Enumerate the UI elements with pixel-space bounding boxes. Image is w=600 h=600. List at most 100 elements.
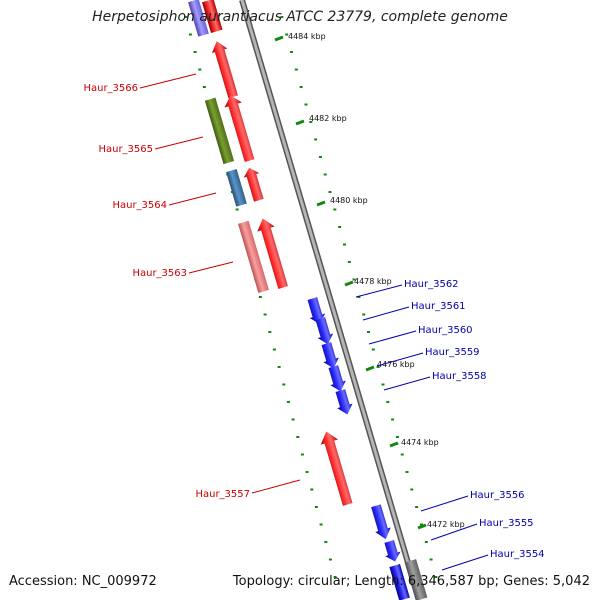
gene-arrow[interactable] xyxy=(209,39,241,99)
kbp-label: 4478 kbp xyxy=(354,277,392,286)
gene-label-haur-3561[interactable]: Haur_3561 xyxy=(411,301,466,312)
gc-tick xyxy=(333,576,337,578)
kbp-label: 4472 kbp xyxy=(427,520,465,529)
gc-tick xyxy=(319,523,323,526)
gc-tick xyxy=(420,523,423,526)
gc-tick xyxy=(323,173,327,176)
gene-block[interactable] xyxy=(404,559,428,600)
genome-backbone xyxy=(239,0,422,600)
gc-tick xyxy=(300,453,304,456)
map-title: Herpetosiphon aurantiacus ATCC 23779, co… xyxy=(92,9,508,25)
gc-tick xyxy=(357,296,361,298)
gc-tick xyxy=(188,33,192,36)
gc-tick xyxy=(324,541,328,543)
gc-tick xyxy=(429,558,433,561)
gc-tick xyxy=(328,558,332,561)
gc-tick xyxy=(367,331,370,333)
gene-arrow[interactable] xyxy=(382,539,403,564)
kbp-label: 4480 kbp xyxy=(330,196,368,205)
gc-tick xyxy=(338,226,342,228)
gc-tick xyxy=(282,383,286,386)
genome-summary-text: Topology: circular; Length: 6,346,587 bp… xyxy=(232,574,590,589)
gene-block[interactable] xyxy=(389,563,410,600)
gene-arrow[interactable] xyxy=(319,341,342,370)
gc-tick xyxy=(376,366,380,368)
gene-arrow[interactable] xyxy=(368,503,393,541)
gene-label-haur-3559[interactable]: Haur_3559 xyxy=(425,347,480,358)
gene-arrow[interactable] xyxy=(333,388,355,417)
gc-tick xyxy=(343,243,346,246)
gene-label-haur-3554[interactable]: Haur_3554 xyxy=(490,549,545,560)
gc-tick xyxy=(280,16,284,18)
gc-tick xyxy=(202,86,206,88)
gene-arrow[interactable] xyxy=(222,93,258,163)
gc-tick xyxy=(286,401,290,403)
kbp-label: 4476 kbp xyxy=(377,360,415,369)
reverse-gene-labels xyxy=(355,284,489,571)
gc-tick xyxy=(277,366,281,368)
gene-arrow[interactable] xyxy=(242,165,267,202)
gc-tick xyxy=(352,278,356,281)
accession-text: Accession: NC_009972 xyxy=(9,574,157,589)
gene-label-haur-3563[interactable]: Haur_3563 xyxy=(132,268,187,279)
gc-tick xyxy=(415,506,419,508)
kbp-label: 4482 kbp xyxy=(309,114,347,123)
gene-label-haur-3556[interactable]: Haur_3556 xyxy=(470,490,525,501)
gene-arrow[interactable] xyxy=(305,296,328,326)
reverse-strand-genes xyxy=(305,296,410,600)
gene-arrow[interactable] xyxy=(326,364,349,393)
gene-block[interactable] xyxy=(188,0,209,37)
gc-tick xyxy=(272,348,276,351)
gc-tick xyxy=(299,86,303,88)
gene-block[interactable] xyxy=(238,220,269,293)
gene-label-haur-3566[interactable]: Haur_3566 xyxy=(83,83,138,94)
forward-strand-genes xyxy=(202,0,357,507)
gc-content-track-right xyxy=(280,16,438,578)
gc-tick xyxy=(362,313,366,316)
gc-tick xyxy=(309,121,313,123)
kbp-label: 4484 kbp xyxy=(288,32,326,41)
gc-tick xyxy=(290,51,293,53)
kbp-ticks xyxy=(274,35,427,530)
gc-tick xyxy=(381,383,385,386)
gc-tick xyxy=(386,401,390,403)
kbp-tick-labels: 4484 kbp 4482 kbp 4480 kbp 4478 kbp 4476… xyxy=(288,32,465,529)
gene-label-haur-3555[interactable]: Haur_3555 xyxy=(479,518,534,529)
gene-label-haur-3560[interactable]: Haur_3560 xyxy=(418,325,473,336)
gc-tick xyxy=(310,488,314,491)
gc-tick xyxy=(434,576,438,578)
gene-label-haur-3562[interactable]: Haur_3562 xyxy=(404,279,459,290)
gene-label-haur-3558[interactable]: Haur_3558 xyxy=(432,371,487,382)
gene-block[interactable] xyxy=(226,169,247,207)
gc-tick xyxy=(263,313,267,316)
gc-tick xyxy=(333,208,337,211)
gene-label-haur-3557[interactable]: Haur_3557 xyxy=(195,489,250,500)
gc-tick xyxy=(371,348,375,351)
category-genes xyxy=(188,0,428,600)
gc-tick xyxy=(198,68,202,71)
gc-tick xyxy=(314,506,318,508)
gc-tick xyxy=(268,331,272,333)
gc-tick xyxy=(395,436,399,438)
gene-arrow[interactable] xyxy=(202,0,223,34)
forward-gene-labels xyxy=(139,73,301,494)
gene-label-haur-3565[interactable]: Haur_3565 xyxy=(98,144,153,155)
gc-tick xyxy=(235,208,239,211)
gc-tick xyxy=(328,191,332,193)
gc-tick xyxy=(314,138,318,141)
gc-tick xyxy=(291,418,295,421)
gc-tick xyxy=(294,68,298,71)
gene-block[interactable] xyxy=(204,97,235,165)
gc-tick xyxy=(410,488,414,491)
gene-arrow[interactable] xyxy=(318,429,357,507)
gc-tick xyxy=(318,156,322,158)
gc-tick xyxy=(305,471,309,473)
gene-arrow[interactable] xyxy=(313,316,336,346)
gc-tick xyxy=(304,103,308,106)
gc-tick xyxy=(347,261,351,263)
kbp-label: 4474 kbp xyxy=(401,438,439,447)
gc-tick xyxy=(258,296,262,298)
gene-label-haur-3564[interactable]: Haur_3564 xyxy=(112,200,167,211)
gene-arrow[interactable] xyxy=(254,216,292,290)
